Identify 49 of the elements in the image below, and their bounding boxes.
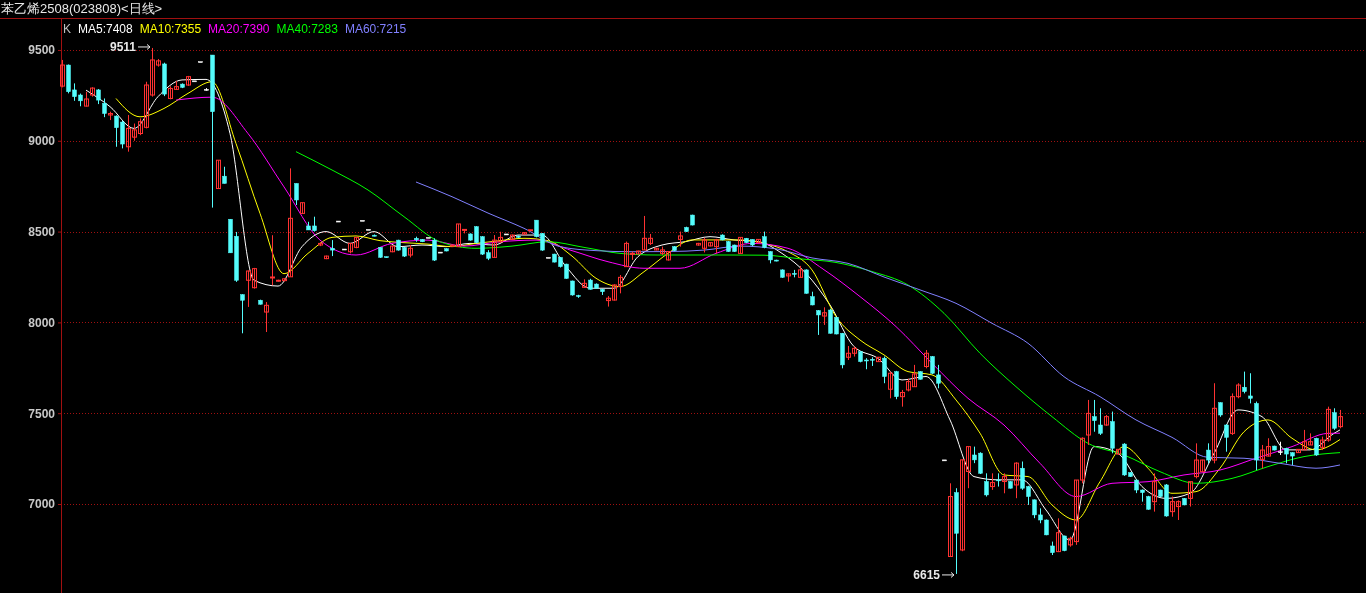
line-series [415,181,1341,469]
candlestick [1206,442,1211,464]
text: K [63,22,72,36]
candlestick [804,268,809,295]
candlestick [60,59,65,88]
candlestick [888,371,893,399]
candlestick [1332,407,1337,431]
candlestick [300,202,305,215]
y-tick-label: 8000 [28,315,56,330]
annotation: 9511 [109,39,137,54]
candlestick [1248,372,1253,404]
candlestick [1086,399,1091,446]
candlestick [102,97,107,118]
text: MA60:7215 [344,22,407,36]
line-series [295,151,1341,484]
candlestick [984,472,989,498]
candlestick [264,301,269,333]
text: MA40:7283 [276,22,339,36]
candlestick [216,159,221,190]
y-tick-label: 7000 [28,497,56,512]
candlestick [1188,480,1193,508]
text: MA20:7390 [208,22,270,36]
candlestick [294,182,299,206]
text: MA10:7355 [139,22,202,36]
candlestick [1242,371,1247,394]
candlestick [1338,409,1343,429]
candlestick [1056,517,1061,553]
candlestick [1212,382,1217,464]
candlestick [288,167,293,278]
candlestick [1224,423,1229,453]
candlestick [1014,461,1019,499]
annotation: 6615 [913,567,941,582]
candlestick [882,356,887,384]
candlestick [924,349,929,369]
candlestick [1092,399,1097,433]
y-tick-label: 9000 [28,134,56,149]
candlestick [1002,472,1007,494]
text: MA5:7408 [78,22,134,36]
candlestick [948,482,953,557]
y-tick-label: 9500 [28,43,56,58]
candlestick [1152,472,1157,513]
y-tick-label: 8500 [28,224,56,239]
candlestick [816,309,821,336]
candlestick [270,234,275,286]
candlestick [1098,407,1103,436]
chart-title: 苯乙烯2508(023808)<日线> [1,1,163,16]
candlestick [240,293,245,334]
candlestick [936,364,941,389]
y-tick-label: 7500 [28,406,56,421]
